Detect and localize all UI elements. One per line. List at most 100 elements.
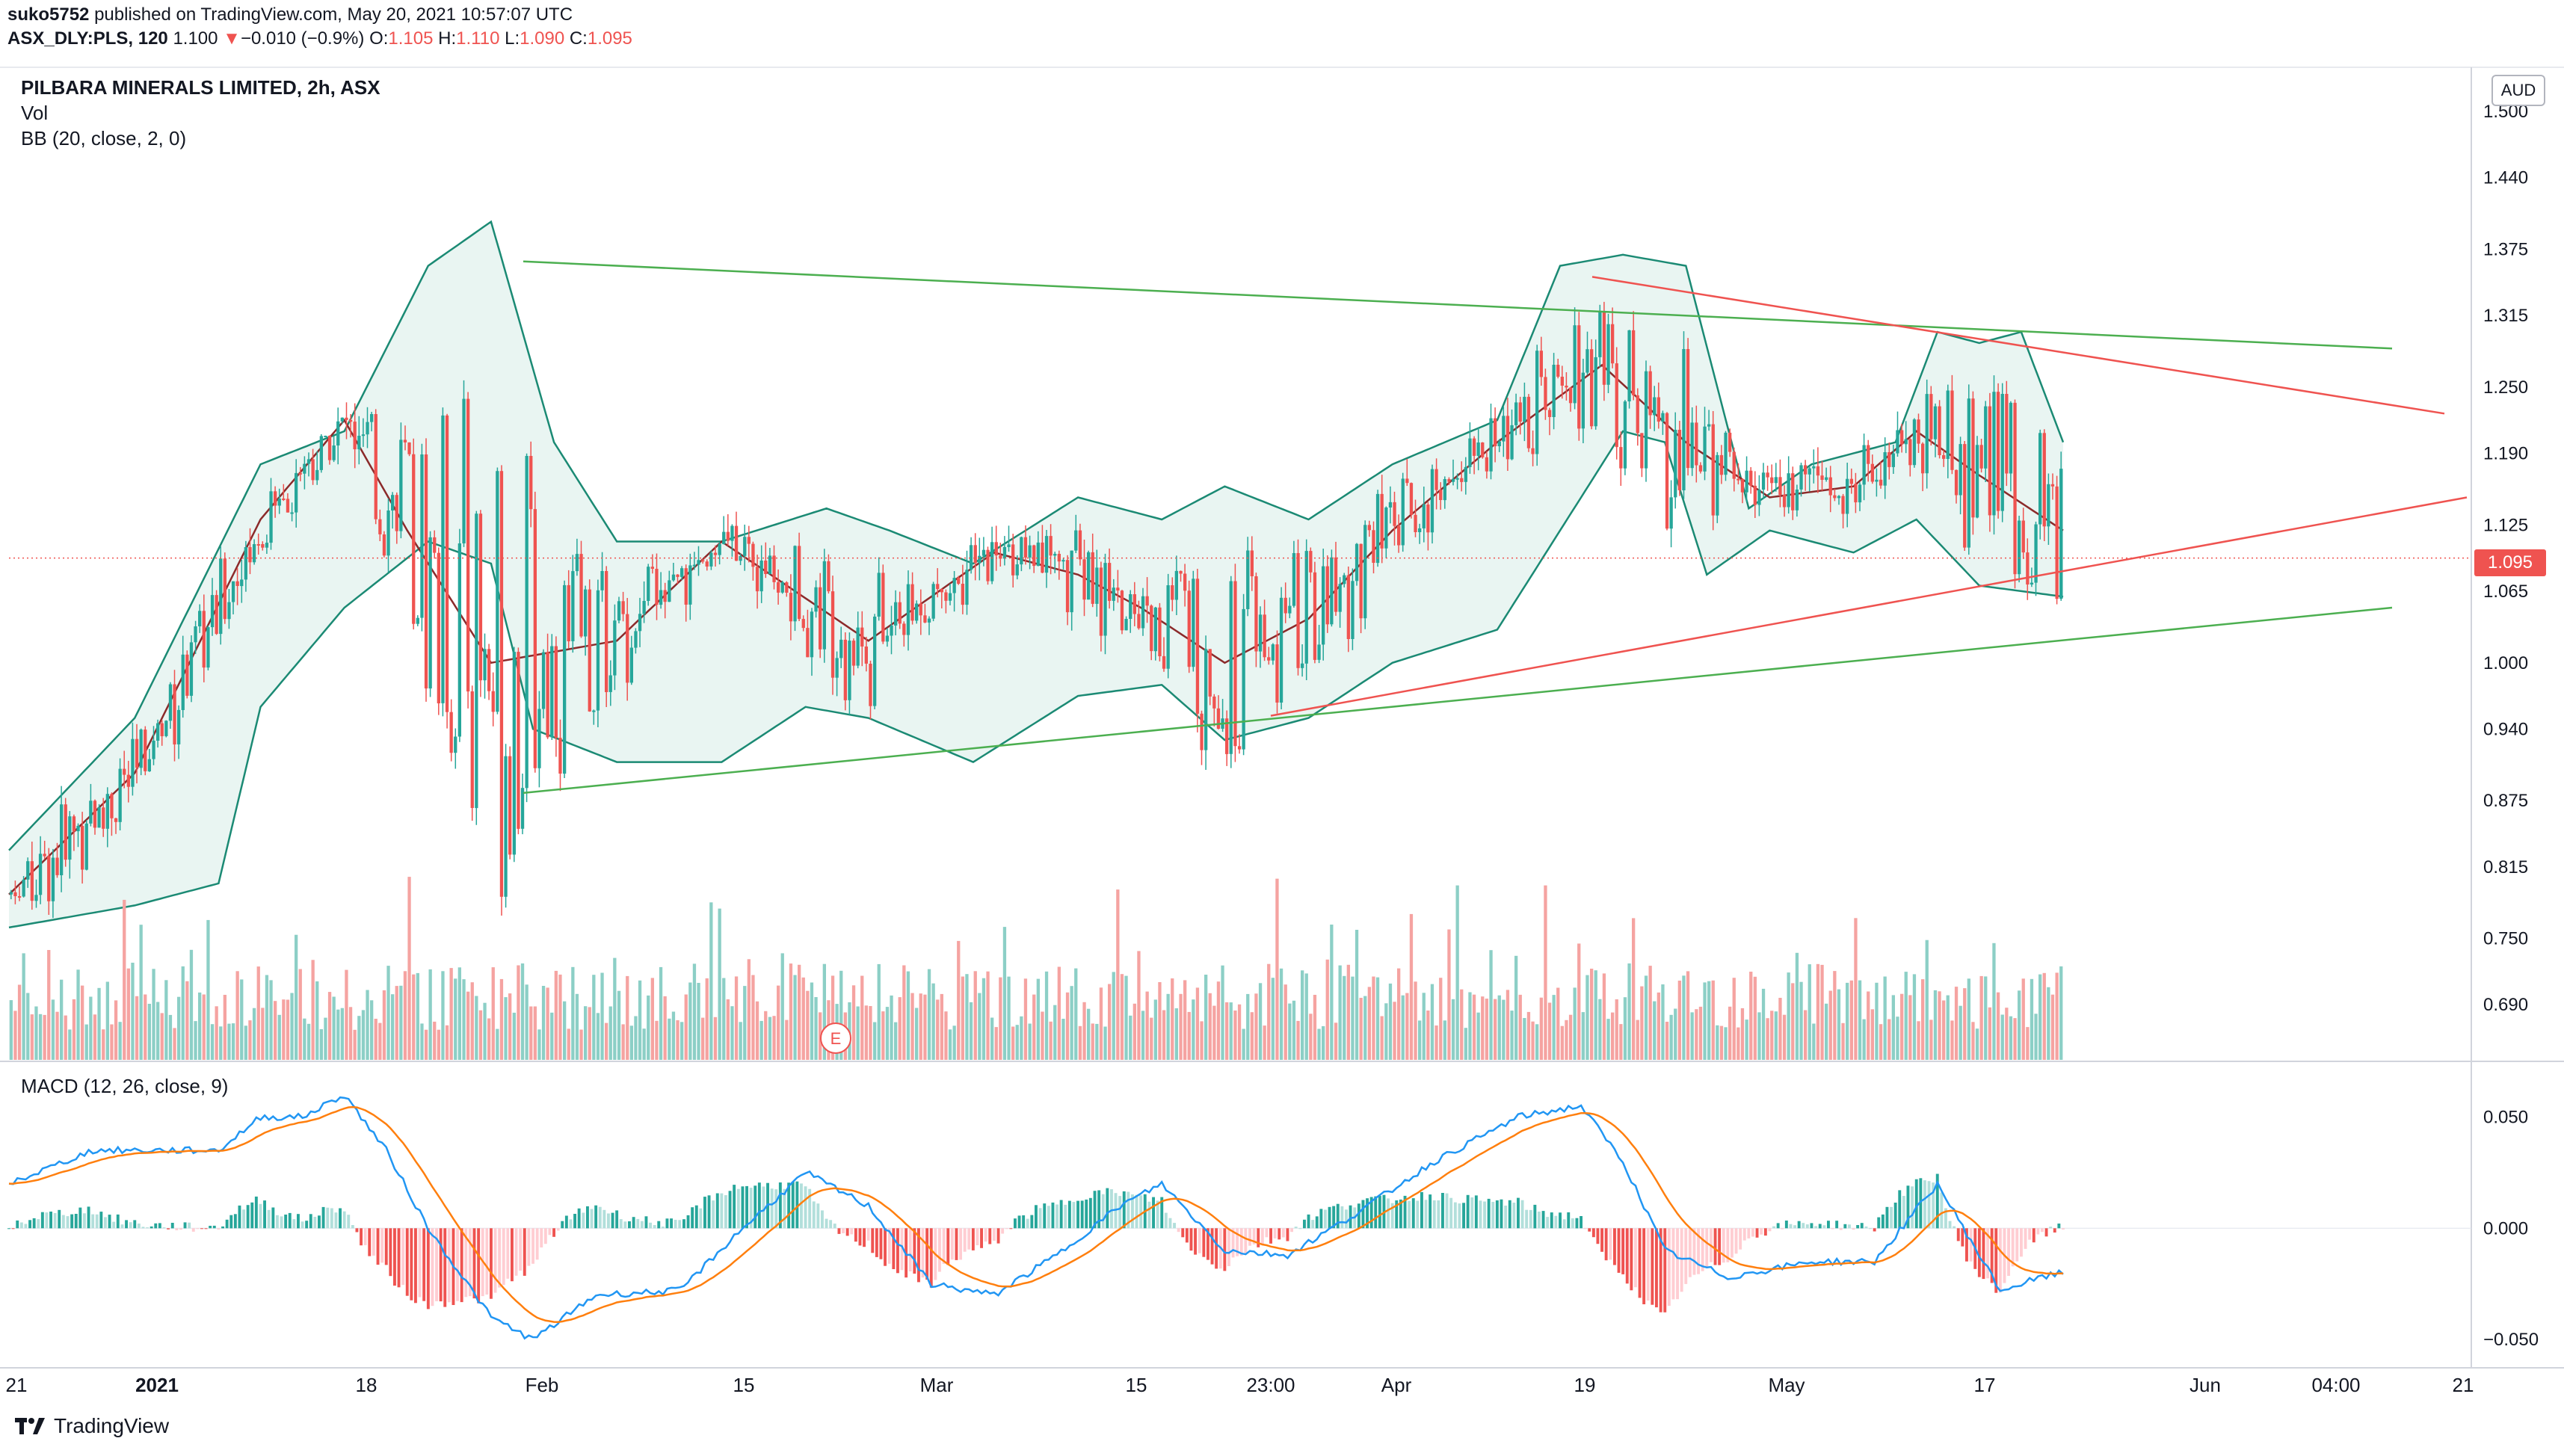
volume-bar xyxy=(1380,1016,1384,1060)
volume-bar xyxy=(860,975,864,1060)
macd-histogram-bar xyxy=(607,1213,610,1229)
candle-body xyxy=(634,631,638,648)
candle-body xyxy=(546,652,549,738)
candle-body xyxy=(1476,442,1480,456)
candle-body xyxy=(588,589,591,712)
macd-histogram-bar xyxy=(78,1207,82,1229)
volume-bar xyxy=(1141,1011,1145,1060)
volume-bar xyxy=(1418,1020,1422,1060)
volume-bar xyxy=(668,1018,671,1060)
price-change: −0.010 (−0.9%) xyxy=(240,28,365,49)
volume-legend[interactable]: Vol xyxy=(21,102,49,124)
macd-histogram-bar xyxy=(1692,1228,1696,1275)
candle-body xyxy=(1560,377,1564,386)
macd-histogram-bar xyxy=(16,1220,19,1229)
down-triangle-icon: ▼ xyxy=(223,28,241,49)
candle-body xyxy=(2047,484,2050,527)
macd-histogram-bar xyxy=(179,1228,182,1230)
macd-histogram-bar xyxy=(1927,1181,1931,1229)
volume-bar xyxy=(244,1025,247,1060)
volume-bar xyxy=(457,967,461,1060)
candle-body xyxy=(999,555,1002,559)
macd-histogram-bar xyxy=(1977,1228,1981,1277)
volume-bar xyxy=(382,990,386,1060)
candle-body xyxy=(1187,590,1191,667)
macd-histogram-bar xyxy=(313,1217,317,1229)
candle-body xyxy=(1849,478,1853,484)
candle-body xyxy=(512,652,516,855)
volume-bar xyxy=(1481,996,1485,1060)
candle-body xyxy=(1917,419,1920,444)
volume-bar xyxy=(1791,983,1795,1060)
candle-body xyxy=(17,896,22,898)
candle-body xyxy=(1313,572,1317,660)
author-name[interactable]: suko5752 xyxy=(7,4,90,25)
volume-bar xyxy=(1036,978,1040,1060)
currency-badge[interactable]: AUD xyxy=(2491,75,2545,106)
volume-bar xyxy=(311,960,315,1060)
macd-histogram-bar xyxy=(519,1228,523,1271)
macd-histogram-bar xyxy=(1956,1228,1960,1241)
macd-histogram-bar xyxy=(1810,1223,1813,1229)
candle-body xyxy=(1472,438,1476,456)
candle-body xyxy=(1971,398,1975,518)
volume-bar xyxy=(584,1006,588,1060)
volume-bar xyxy=(692,963,697,1060)
macd-histogram-bar xyxy=(770,1188,774,1229)
macd-histogram-bar xyxy=(1345,1209,1348,1229)
macd-legend[interactable]: MACD (12, 26, close, 9) xyxy=(21,1075,229,1097)
candle-body xyxy=(382,534,386,556)
macd-histogram-bar xyxy=(380,1228,384,1263)
macd-histogram-bar xyxy=(11,1228,15,1230)
macd-histogram-bar xyxy=(1940,1192,1944,1229)
candle-body xyxy=(843,639,847,700)
macd-histogram-bar xyxy=(53,1213,57,1229)
chart-title: PILBARA MINERALS LIMITED, 2h, ASX xyxy=(21,76,380,99)
volume-bar xyxy=(1359,998,1363,1060)
candle-body xyxy=(709,552,713,567)
macd-histogram-bar xyxy=(1441,1193,1444,1229)
time-tick-label: 17 xyxy=(1974,1374,1996,1396)
volume-bar xyxy=(688,982,692,1060)
candle-body xyxy=(30,861,34,901)
bb-legend[interactable]: BB (20, close, 2, 0) xyxy=(21,127,187,149)
volume-bar xyxy=(1657,992,1660,1060)
volume-bar xyxy=(345,969,348,1060)
macd-histogram-bar xyxy=(1303,1219,1306,1229)
macd-histogram-bar xyxy=(1051,1202,1055,1229)
candle-body xyxy=(1883,452,1887,486)
volume-bar xyxy=(512,1012,516,1060)
high-label: H: xyxy=(438,28,457,49)
footer-brand[interactable]: TradingView xyxy=(15,1414,169,1438)
volume-bar xyxy=(366,990,369,1060)
macd-histogram-bar xyxy=(745,1185,748,1229)
volume-bar xyxy=(546,987,549,1060)
macd-histogram-bar xyxy=(1307,1214,1310,1229)
candle-body xyxy=(1443,479,1446,501)
macd-histogram-bar xyxy=(1487,1198,1491,1229)
volume-bar xyxy=(1171,978,1174,1060)
volume-bar xyxy=(1116,889,1120,1060)
macd-histogram-bar xyxy=(1831,1228,1834,1230)
candle-body xyxy=(1036,542,1040,567)
volume-bar xyxy=(454,978,457,1060)
macd-histogram-bar xyxy=(1671,1228,1675,1300)
candle-body xyxy=(265,543,269,548)
volume-bar xyxy=(147,1004,151,1060)
macd-histogram-bar xyxy=(238,1205,241,1229)
volume-bar xyxy=(936,999,940,1060)
macd-histogram-bar xyxy=(347,1215,351,1229)
macd-histogram-bar xyxy=(1445,1193,1449,1229)
macd-histogram-bar xyxy=(963,1228,967,1252)
macd-histogram-bar xyxy=(976,1228,979,1245)
volume-bar xyxy=(1581,1012,1585,1060)
candle-body xyxy=(1623,401,1627,469)
volume-bar xyxy=(1632,918,1636,1060)
candle-body xyxy=(1099,567,1103,636)
candle-body xyxy=(1565,386,1568,388)
bb-fill xyxy=(9,221,2063,928)
volume-bar xyxy=(336,1009,340,1060)
macd-histogram-bar xyxy=(1227,1228,1230,1266)
macd-histogram-bar xyxy=(1290,1228,1293,1233)
